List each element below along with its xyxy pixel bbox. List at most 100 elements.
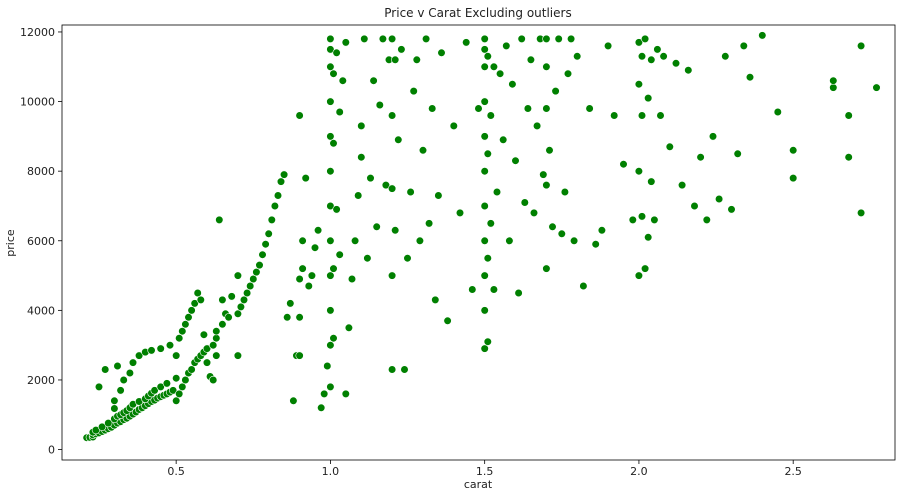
data-point	[856, 41, 866, 51]
data-point	[520, 198, 529, 207]
data-point	[202, 344, 212, 353]
data-point	[388, 184, 397, 193]
data-point	[542, 62, 551, 71]
data-point	[101, 365, 110, 374]
data-point	[428, 104, 437, 113]
data-point	[628, 215, 637, 224]
data-point	[264, 229, 273, 238]
data-point	[480, 271, 489, 280]
data-point	[363, 254, 372, 263]
data-point	[215, 215, 224, 224]
data-point	[529, 208, 539, 217]
data-point	[119, 375, 128, 385]
data-point	[326, 45, 335, 54]
data-point	[233, 309, 242, 318]
data-point	[209, 341, 218, 350]
data-point	[480, 306, 489, 315]
data-point	[560, 187, 570, 197]
data-point	[644, 93, 653, 103]
data-point	[326, 201, 335, 211]
data-point	[307, 271, 317, 280]
y-tick-label: 2000	[27, 374, 55, 387]
data-point	[480, 62, 489, 71]
data-point	[239, 295, 249, 305]
data-point	[789, 174, 798, 183]
data-point	[829, 83, 838, 92]
data-point	[637, 52, 647, 61]
data-point	[360, 34, 369, 44]
data-point	[249, 274, 258, 284]
data-point	[758, 31, 767, 40]
data-point	[388, 365, 397, 374]
data-point	[326, 132, 335, 141]
x-tick-label: 1.0	[322, 465, 340, 478]
data-point	[165, 341, 175, 350]
data-point	[224, 313, 233, 322]
data-point	[326, 62, 335, 71]
data-point	[209, 375, 218, 385]
data-point	[714, 194, 724, 204]
data-point	[199, 330, 208, 339]
data-point	[468, 285, 477, 294]
data-point	[415, 236, 425, 245]
data-point	[653, 45, 662, 54]
data-point	[773, 107, 782, 117]
data-point	[591, 240, 600, 249]
x-tick-label: 1.5	[476, 465, 494, 478]
data-point	[388, 271, 397, 280]
y-axis-ticks: 0 2000 4000 6000 8000 10000 12000	[20, 26, 62, 457]
y-tick-label: 8000	[27, 165, 55, 178]
data-point	[190, 299, 199, 308]
data-point	[418, 146, 428, 155]
data-point	[326, 341, 335, 350]
x-axis-ticks: 0.5 1.0 1.5 2.0 2.5	[167, 460, 802, 478]
data-point	[252, 268, 261, 277]
y-tick-label: 0	[48, 444, 55, 457]
data-point	[696, 153, 705, 162]
data-point	[110, 404, 119, 413]
data-point	[489, 62, 499, 71]
data-point	[172, 351, 181, 360]
data-point	[789, 146, 798, 155]
data-point	[347, 274, 357, 284]
data-point	[97, 422, 107, 432]
data-point	[483, 337, 492, 346]
data-point	[172, 374, 181, 383]
data-point	[637, 212, 647, 221]
data-point	[317, 403, 326, 412]
data-point	[128, 358, 138, 367]
data-point	[872, 83, 881, 92]
data-point	[409, 86, 418, 96]
data-point	[455, 208, 465, 217]
data-point	[400, 365, 409, 374]
data-point	[856, 208, 866, 217]
data-point	[650, 215, 659, 224]
x-tick-label: 2.0	[630, 465, 648, 478]
data-point	[640, 34, 650, 44]
data-point	[295, 111, 304, 120]
data-point	[585, 104, 594, 113]
data-point	[480, 34, 489, 44]
data-point	[526, 55, 536, 64]
data-point	[147, 346, 156, 355]
data-point	[557, 229, 566, 238]
data-point	[394, 135, 403, 144]
data-point	[403, 254, 412, 263]
data-point	[332, 48, 341, 57]
data-point	[202, 358, 212, 367]
data-point	[551, 86, 560, 96]
data-point	[304, 281, 313, 291]
data-point	[187, 306, 196, 315]
data-point	[150, 386, 159, 395]
data-point	[603, 41, 613, 51]
data-point	[258, 250, 267, 259]
data-point	[329, 139, 338, 148]
data-point	[388, 34, 397, 44]
data-point	[443, 316, 452, 325]
data-point	[517, 34, 526, 44]
data-point	[483, 149, 492, 158]
data-point	[329, 264, 338, 273]
data-point	[184, 313, 193, 322]
data-point	[372, 222, 381, 231]
data-point	[505, 236, 514, 245]
